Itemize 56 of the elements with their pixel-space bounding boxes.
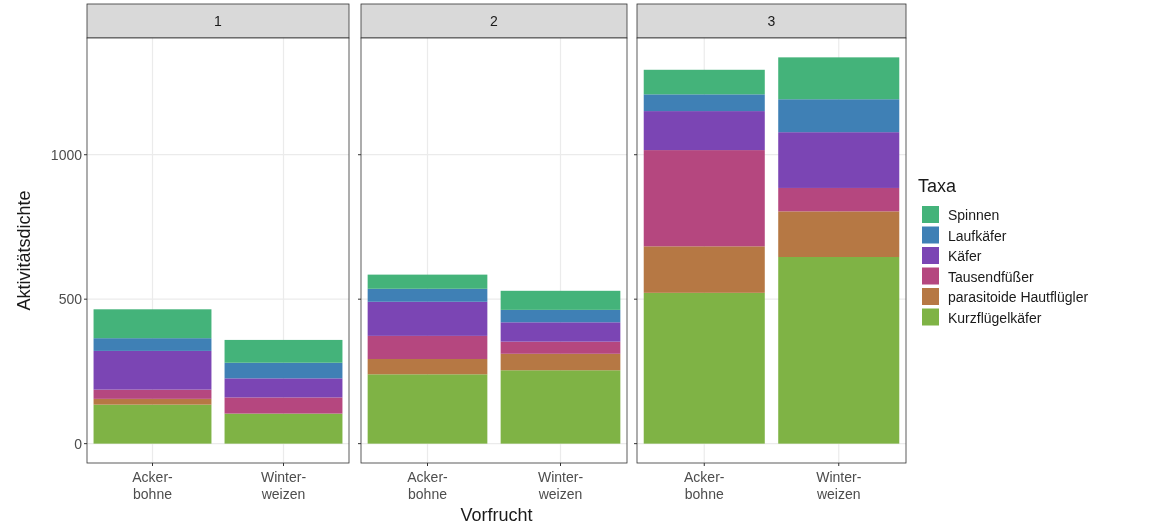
bar	[224, 413, 343, 444]
bar	[778, 257, 900, 444]
bar	[500, 290, 621, 310]
legend-label: Spinnen	[948, 207, 1000, 223]
bar	[500, 322, 621, 342]
bar	[500, 353, 621, 371]
bar	[367, 335, 488, 359]
x-tick-label: Winter- weizen	[537, 469, 584, 502]
bar	[367, 374, 488, 444]
x-tick-label: Acker- bohne	[132, 469, 174, 502]
x-tick-label: Winter- weizen	[260, 469, 307, 502]
bar	[367, 301, 488, 336]
bar	[93, 404, 212, 444]
bar	[367, 274, 488, 289]
legend-label: Kurzflügelkäfer	[948, 309, 1042, 326]
bar	[224, 362, 343, 379]
bar	[778, 132, 900, 188]
bar	[643, 111, 765, 151]
bar	[93, 389, 212, 399]
bar	[778, 57, 900, 100]
bar	[93, 338, 212, 351]
bar	[778, 99, 900, 133]
bar	[500, 341, 621, 354]
bar	[93, 309, 212, 339]
legend-label: Laufkäfer	[948, 227, 1007, 244]
bar	[643, 292, 765, 444]
bar	[93, 350, 212, 390]
chart-title: 1	[214, 13, 223, 29]
bar	[643, 246, 765, 293]
bar	[224, 378, 343, 398]
y-tick-label: 1000	[50, 146, 83, 163]
bar	[778, 211, 900, 257]
y-tick-label: 0	[74, 435, 83, 452]
legend-label: parasitoide Hautflügler	[948, 289, 1089, 305]
bar	[500, 309, 621, 323]
x-tick-label: Acker- bohne	[684, 469, 725, 502]
legend-title: Taxa	[918, 176, 958, 196]
bar	[224, 339, 343, 363]
bar	[778, 187, 900, 212]
chart-title: 2	[490, 13, 499, 29]
y-axis-title: Aktivitätsdichte	[14, 190, 34, 311]
bar	[643, 94, 765, 112]
bar	[224, 397, 343, 414]
bar	[643, 69, 765, 95]
bar	[367, 288, 488, 302]
bar	[367, 358, 488, 375]
legend-label: Käfer	[948, 248, 982, 264]
bar	[643, 150, 765, 247]
legend-label: Tausendfüßer	[948, 268, 1034, 285]
bar	[500, 370, 621, 444]
bar	[93, 398, 212, 405]
x-tick-label: Acker- bohne	[407, 469, 449, 502]
chart-title: 3	[767, 13, 776, 29]
x-axis-title: Vorfrucht	[460, 505, 533, 525]
y-tick-label: 500	[58, 291, 83, 308]
x-tick-label: Winter- weizen	[815, 469, 862, 502]
